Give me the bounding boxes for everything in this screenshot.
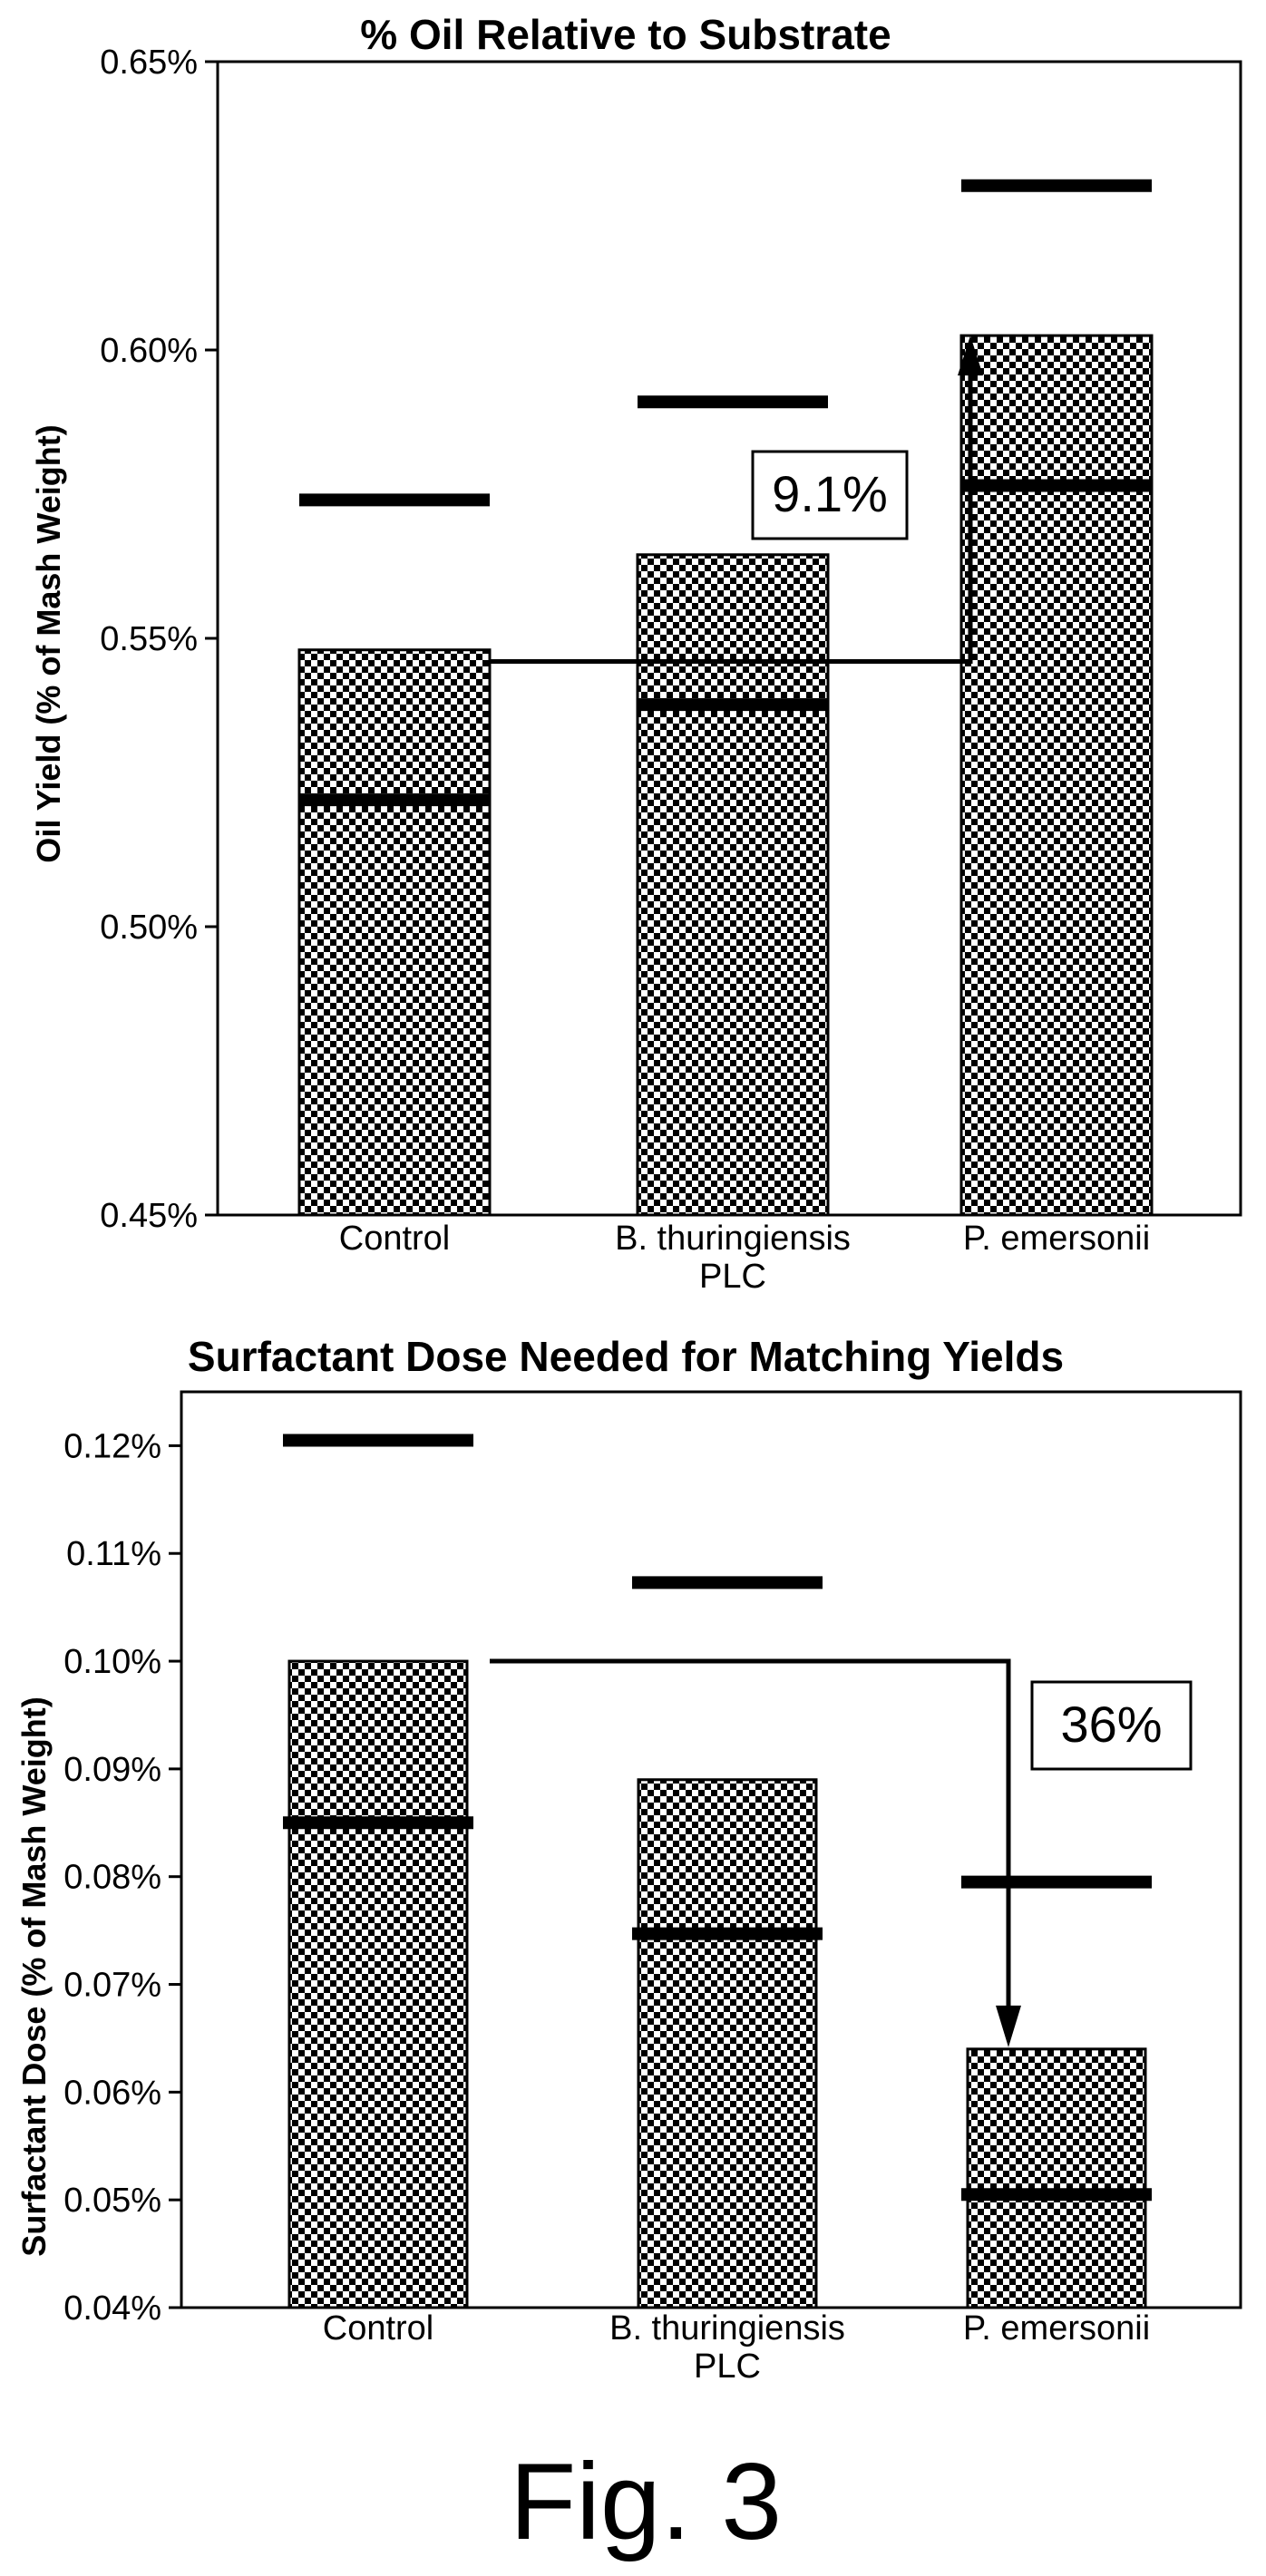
y-tick-label: 0.07% xyxy=(63,1967,161,2005)
bar xyxy=(959,334,1154,1217)
bar xyxy=(297,648,492,1217)
y-tick-label: 0.06% xyxy=(63,2074,161,2112)
y-tick-label: 0.12% xyxy=(63,1427,161,1465)
category-label: B. thuringiensis xyxy=(615,1220,851,1258)
annotation-label: 9.1% xyxy=(772,465,888,522)
plot-frame xyxy=(180,1390,1242,2309)
bar xyxy=(637,1778,818,2309)
y-tick-label: 0.04% xyxy=(63,2289,161,2328)
y-tick-label: 0.09% xyxy=(63,1751,161,1789)
annotation-box xyxy=(1030,1680,1193,1771)
annotation-label: 36% xyxy=(1060,1696,1162,1753)
arrow-head-icon xyxy=(958,335,983,376)
category-label-line2: PLC xyxy=(699,1258,766,1296)
y-axis-label: Oil Yield (% of Mash Weight) xyxy=(30,424,67,862)
oil-yield-chart: % Oil Relative to Substrate Oil Yield (%… xyxy=(30,11,1242,1296)
category-label: P. emersonii xyxy=(963,1220,1150,1258)
chart-title: Surfactant Dose Needed for Matching Yiel… xyxy=(188,1333,1064,1380)
annotation-box xyxy=(751,450,909,540)
y-tick-label: 0.60% xyxy=(100,332,198,370)
surfactant-dose-chart: Surfactant Dose Needed for Matching Yiel… xyxy=(15,1333,1242,2386)
comparison-bracket xyxy=(490,372,973,664)
bar xyxy=(636,553,830,1217)
bar xyxy=(287,1659,469,2309)
y-tick-label: 0.65% xyxy=(100,44,198,82)
bar xyxy=(966,2047,1147,2309)
y-tick-label: 0.45% xyxy=(100,1197,198,1235)
category-label: B. thuringiensis xyxy=(609,2309,845,2348)
category-label: Control xyxy=(323,2309,434,2348)
y-tick-label: 0.05% xyxy=(63,2182,161,2220)
y-axis-label: Surfactant Dose (% of Mash Weight) xyxy=(15,1696,53,2256)
category-label: P. emersonii xyxy=(963,2309,1150,2348)
y-tick-label: 0.55% xyxy=(100,620,198,658)
comparison-bracket xyxy=(490,1658,1011,2009)
category-label: Control xyxy=(339,1220,451,1258)
y-tick-label: 0.10% xyxy=(63,1643,161,1681)
y-tick-label: 0.50% xyxy=(100,909,198,947)
plot-frame xyxy=(216,60,1242,1217)
y-tick-label: 0.11% xyxy=(66,1535,161,1573)
figure-caption: Fig. 3 xyxy=(510,2441,782,2562)
category-label-line2: PLC xyxy=(694,2348,761,2386)
chart-title: % Oil Relative to Substrate xyxy=(360,11,891,58)
y-tick-label: 0.08% xyxy=(63,1859,161,1897)
arrow-head-icon xyxy=(996,2005,1021,2047)
